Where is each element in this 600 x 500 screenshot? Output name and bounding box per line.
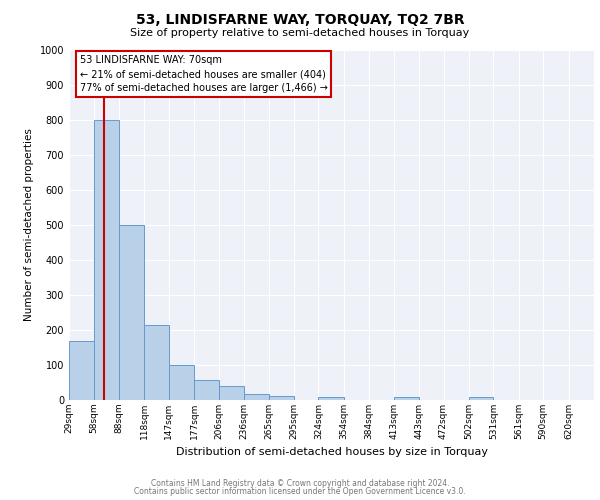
Bar [269, 396, 294, 400]
Text: Size of property relative to semi-detached houses in Torquay: Size of property relative to semi-detach… [130, 28, 470, 38]
Bar [469, 396, 493, 400]
Bar [319, 397, 344, 400]
Bar [244, 394, 269, 400]
Bar [169, 365, 194, 400]
X-axis label: Distribution of semi-detached houses by size in Torquay: Distribution of semi-detached houses by … [176, 448, 487, 458]
Bar [218, 386, 244, 400]
Bar [194, 380, 218, 400]
Bar [394, 396, 419, 400]
Y-axis label: Number of semi-detached properties: Number of semi-detached properties [24, 128, 34, 322]
Bar [119, 225, 144, 400]
Bar [94, 120, 119, 400]
Bar [69, 340, 94, 400]
Text: 53 LINDISFARNE WAY: 70sqm
← 21% of semi-detached houses are smaller (404)
77% of: 53 LINDISFARNE WAY: 70sqm ← 21% of semi-… [79, 56, 328, 94]
Text: Contains HM Land Registry data © Crown copyright and database right 2024.: Contains HM Land Registry data © Crown c… [151, 478, 449, 488]
Bar [144, 325, 169, 400]
Text: 53, LINDISFARNE WAY, TORQUAY, TQ2 7BR: 53, LINDISFARNE WAY, TORQUAY, TQ2 7BR [136, 12, 464, 26]
Text: Contains public sector information licensed under the Open Government Licence v3: Contains public sector information licen… [134, 487, 466, 496]
